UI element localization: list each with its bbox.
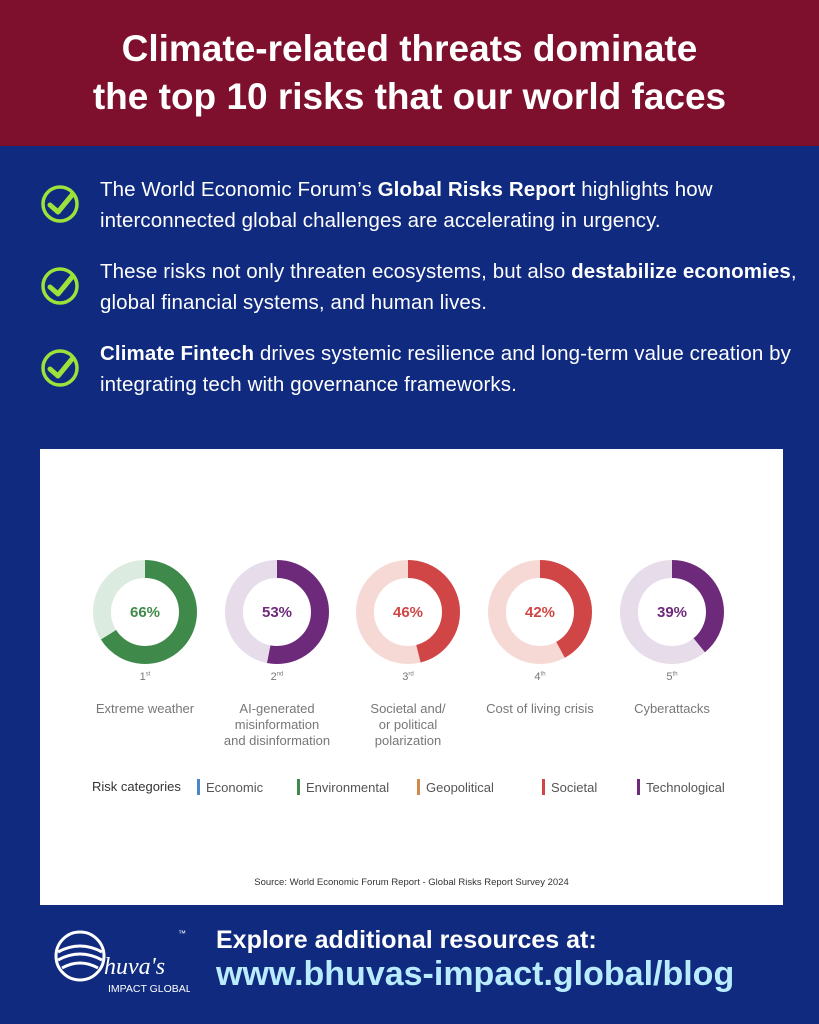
check-circle-icon: [41, 185, 79, 223]
headline: Climate-related threats dominate the top…: [93, 25, 726, 121]
donut-percent-label: 42%: [525, 604, 555, 621]
risk-rank: 5th: [666, 671, 678, 683]
bullet-text: Climate Fintech drives systemic resilien…: [100, 342, 791, 396]
legend-title: Risk categories: [92, 779, 181, 794]
blog-url-link[interactable]: www.bhuvas-impact.global/blog: [216, 955, 735, 993]
risk-donut-4: 42% 4th Cost of living crisis: [465, 557, 615, 717]
legend-swatch: [417, 779, 420, 795]
risk-label: AI-generated misinformation and disinforma…: [223, 701, 331, 748]
chart-source: Source: World Economic Forum Report - Gl…: [254, 877, 569, 888]
explore-text: Explore additional resources at:: [216, 926, 597, 954]
bhuvas-logo: huva's ™ IMPACT GLOBAL: [54, 929, 190, 995]
legend-item-environmental: Environmental: [297, 779, 389, 795]
donut-value-arc: [225, 560, 329, 664]
donut-value-arc: [488, 560, 592, 664]
trademark-symbol: ™: [178, 929, 186, 938]
bullet-item: These risks not only threaten ecosystems…: [40, 256, 800, 318]
donut-chart: 66%: [93, 560, 197, 664]
legend-swatch: [637, 779, 640, 795]
risk-donut-3: 46% 3rd Societal and/or political polarizat…: [333, 557, 483, 749]
risk-donut-1: 66% 1st Extreme weather: [70, 557, 220, 717]
logo-subtext: IMPACT GLOBAL: [108, 983, 190, 995]
legend-item-economic: Economic: [197, 779, 263, 795]
donut-value-arc: [356, 560, 460, 664]
risk-rank: 2nd: [270, 671, 284, 683]
risk-donut-5: 39% 5th Cyberattacks: [597, 557, 747, 717]
logo-text: huva's: [104, 954, 165, 980]
bullet-list: The World Economic Forum’s Global Risks …: [40, 174, 800, 420]
donut-percent-label: 66%: [130, 604, 160, 621]
bullet-text: These risks not only threaten ecosystems…: [100, 260, 797, 314]
risk-label: Cyberattacks: [634, 701, 710, 716]
risk-label: Cost of living crisis: [486, 701, 594, 716]
donut-value-arc: [93, 560, 197, 664]
risk-rank: 3rd: [402, 671, 414, 683]
legend-swatch: [197, 779, 200, 795]
donut-chart: 42%: [488, 560, 592, 664]
donut-percent-label: 46%: [393, 604, 423, 621]
check-circle-icon: [41, 267, 79, 305]
legend-item-geopolitical: Geopolitical: [417, 779, 494, 795]
legend-item-societal: Societal: [542, 779, 597, 795]
donut-chart: 53%: [225, 560, 329, 664]
risk-label: Societal and/or political polarization: [370, 701, 446, 748]
legend-item-technological: Technological: [637, 779, 725, 795]
legend-swatch: [297, 779, 300, 795]
donut-chart: 39%: [620, 560, 724, 664]
legend-label: Geopolitical: [426, 779, 494, 795]
legend-swatch: [542, 779, 545, 795]
donut-chart: 46%: [356, 560, 460, 664]
donut-percent-label: 39%: [657, 604, 687, 621]
donut-value-arc: [620, 560, 724, 664]
legend-label: Environmental: [306, 779, 390, 795]
header-banner: Climate-related threats dominate the top…: [0, 0, 819, 146]
headline-line-2: the top 10 risks that our world faces: [92, 76, 727, 117]
risk-rank: 4th: [534, 671, 546, 683]
legend-label: Technological: [646, 779, 725, 795]
check-circle-icon: [41, 349, 79, 387]
risk-legend: Risk categories Economic Environmental Geop…: [92, 779, 752, 799]
headline-line-1: Climate-related threats dominate: [121, 28, 698, 69]
bullet-text: The World Economic Forum’s Global Risks …: [100, 178, 713, 232]
bullet-item: Climate Fintech drives systemic resilien…: [40, 338, 800, 400]
risk-rank: 1st: [139, 671, 151, 683]
risk-chart-card: 66% 1st Extreme weather 53% 2nd AI-generated m…: [40, 449, 783, 905]
bullet-item: The World Economic Forum’s Global Risks …: [40, 174, 800, 236]
legend-label: Economic: [206, 779, 264, 795]
donut-percent-label: 53%: [262, 604, 292, 621]
legend-label: Societal: [551, 779, 598, 795]
risk-donut-2: 53% 2nd AI-generated misinformation and disi…: [202, 557, 352, 749]
risk-label: Extreme weather: [95, 701, 195, 716]
